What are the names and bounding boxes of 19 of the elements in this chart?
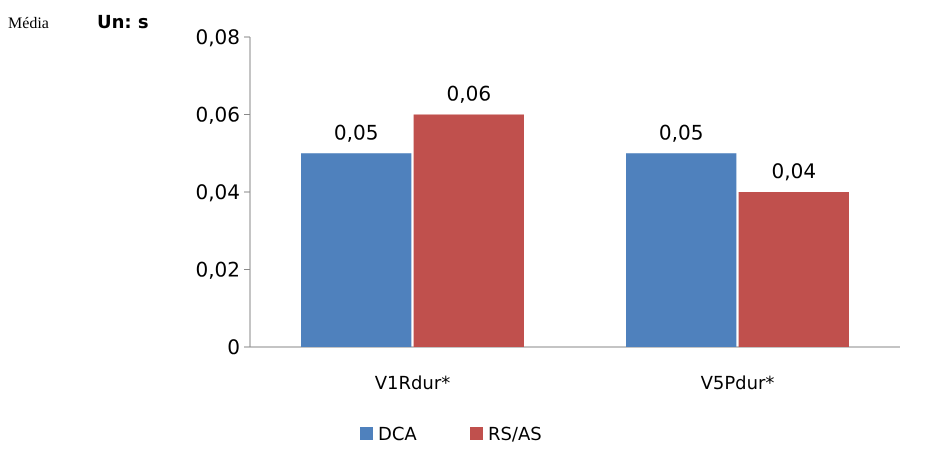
data-label: 0,05: [334, 120, 378, 144]
legend-label: RS/AS: [488, 424, 542, 445]
data-label: 0,04: [772, 159, 816, 183]
bar: [738, 192, 849, 347]
data-label: 0,05: [658, 120, 704, 144]
x-tick-label: V5Pdur*: [700, 373, 774, 394]
y-tick-label: 0,02: [195, 258, 240, 282]
bar: [414, 114, 524, 347]
y-tick-label: 0: [227, 335, 240, 359]
legend-label: DCA: [378, 424, 418, 445]
data-label: 0,06: [446, 82, 492, 106]
y-tick-label: 0,04: [195, 180, 240, 204]
bar: [301, 153, 412, 347]
text: Média: [8, 15, 49, 32]
bar: [626, 153, 736, 347]
y-tick-label: 0,08: [195, 25, 240, 49]
text: Un: s: [97, 12, 149, 33]
y-tick-label: 0,06: [195, 102, 240, 126]
x-tick-label: V1Rdur*: [374, 373, 450, 394]
